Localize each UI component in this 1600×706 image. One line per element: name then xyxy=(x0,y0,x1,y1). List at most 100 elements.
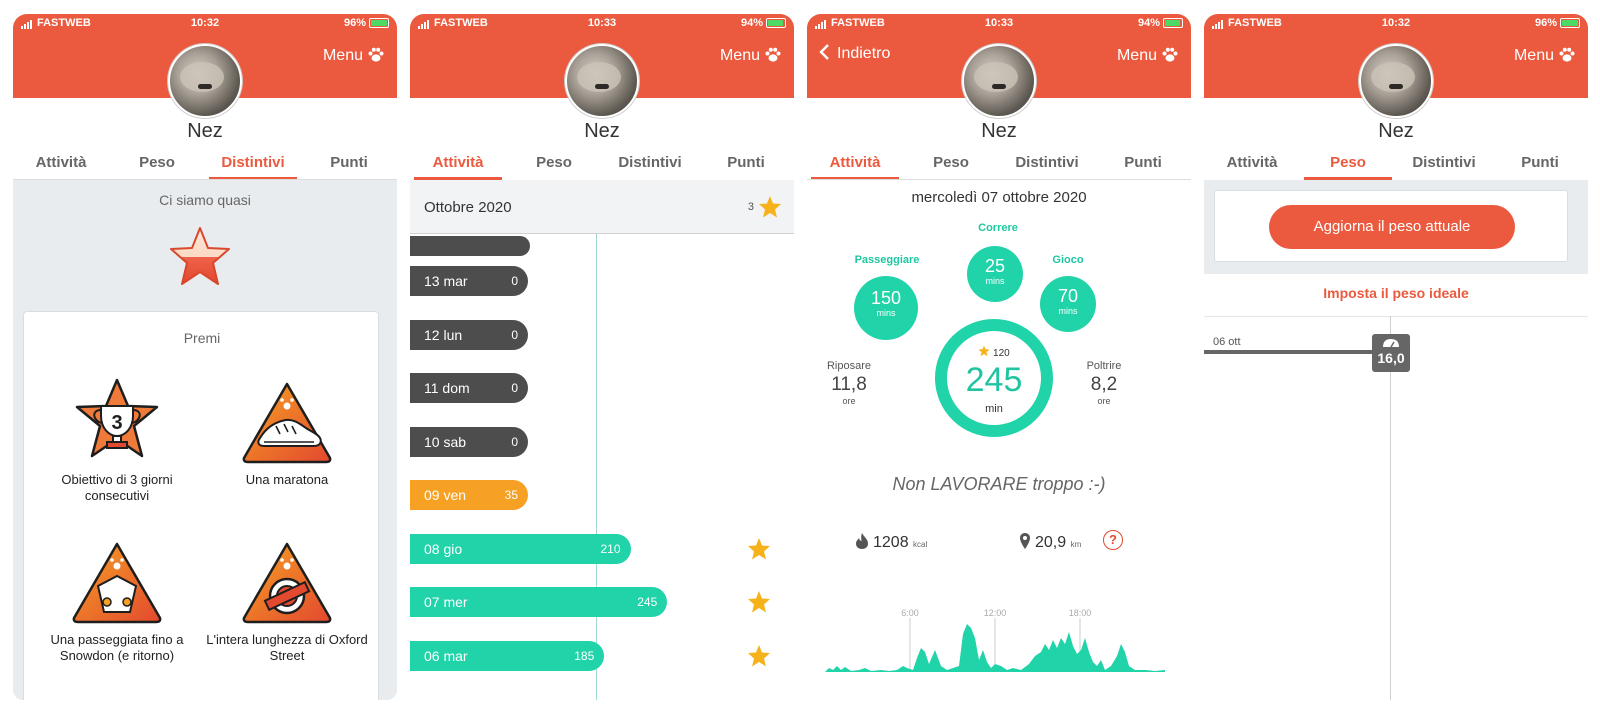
avatar[interactable] xyxy=(962,44,1036,118)
tab-weight[interactable]: Peso xyxy=(139,154,175,171)
badge-oxford-street[interactable]: L'intera lunghezza di Oxford Street xyxy=(202,540,372,664)
tab-activity[interactable]: Attività xyxy=(35,154,87,171)
month-star-count: 3 xyxy=(747,201,754,213)
play-minutes-circle[interactable]: 70 mins xyxy=(1040,276,1096,332)
chart-hour-label: 18:00 xyxy=(1069,608,1092,618)
day-bar[interactable]: 10 sab 0 xyxy=(410,426,528,457)
rest-stat: Riposare 11,8 ore xyxy=(826,360,872,406)
carrier-label: FASTWEB xyxy=(434,17,488,29)
tab-weight[interactable]: Peso xyxy=(933,154,969,171)
day-title: mercoledì 07 ottobre 2020 xyxy=(911,189,1087,206)
day-bar[interactable]: 09 ven 35 xyxy=(410,480,528,510)
badge-three-day-goal[interactable]: 3 Obiettivo di 3 giorni consecutivi xyxy=(32,376,202,504)
walk-minutes-circle[interactable]: 150 mins xyxy=(854,276,918,340)
badge-label: Una passeggiata fino a Snowdon (e ritorn… xyxy=(50,632,184,663)
status-bar: FASTWEB 10:33 94% xyxy=(410,14,794,34)
back-button[interactable]: Indietro xyxy=(819,44,890,63)
total-activity-ring[interactable]: 120 245 min xyxy=(935,319,1053,437)
badge-label: Una maratona xyxy=(245,472,329,487)
badge-label: Obiettivo di 3 giorni consecutivi xyxy=(61,472,173,503)
tab-badges[interactable]: Distintivi xyxy=(221,154,285,171)
tab-badges[interactable]: Distintivi xyxy=(618,154,682,171)
goal-star-icon xyxy=(748,591,770,613)
clock: 10:33 xyxy=(984,17,1014,29)
menu-button[interactable]: Menu xyxy=(720,46,782,65)
battery-icon xyxy=(1560,18,1580,29)
avatar[interactable] xyxy=(565,44,639,118)
trophy-number: 3 xyxy=(111,412,122,434)
distance-stat: 20,9 km xyxy=(1019,532,1081,552)
badges-screen: FASTWEB 10:32 96% Menu Nez Attività Peso… xyxy=(13,14,397,700)
motto-text: Non LAVORARE troppo :-) xyxy=(892,474,1106,494)
tab-activity[interactable]: Attività xyxy=(432,154,484,171)
battery-icon xyxy=(766,18,786,29)
set-ideal-weight-link[interactable]: Imposta il peso ideale xyxy=(1323,285,1469,301)
signal-icon xyxy=(815,17,827,29)
clock: 10:32 xyxy=(190,17,220,29)
flame-icon xyxy=(856,533,868,549)
tab-points[interactable]: Punti xyxy=(1521,154,1559,171)
tab-badges[interactable]: Distintivi xyxy=(1015,154,1079,171)
tab-points[interactable]: Punti xyxy=(727,154,765,171)
day-minutes: 0 xyxy=(511,381,518,395)
battery-percent: 94% xyxy=(740,17,763,29)
day-label: 11 dom xyxy=(424,380,470,396)
paw-icon xyxy=(1559,47,1575,62)
tab-activity[interactable]: Attività xyxy=(829,154,881,171)
badge-marathon[interactable]: Una maratona xyxy=(202,380,372,488)
avatar[interactable] xyxy=(1359,44,1433,118)
tab-weight[interactable]: Peso xyxy=(1330,154,1366,171)
tab-badges[interactable]: Distintivi xyxy=(1412,154,1476,171)
day-minutes: 0 xyxy=(511,327,518,342)
tab-points[interactable]: Punti xyxy=(330,154,368,171)
goal-star-icon xyxy=(748,537,770,559)
day-label: 09 ven xyxy=(424,487,467,503)
tab-points[interactable]: Punti xyxy=(1124,154,1162,171)
carrier-label: FASTWEB xyxy=(37,17,91,29)
star-icon xyxy=(978,345,990,357)
signal-icon xyxy=(1212,17,1224,29)
month-header[interactable]: Ottobre 2020 3 xyxy=(410,180,794,234)
chart-hour-label: 6:00 xyxy=(901,608,919,618)
scale-icon xyxy=(1383,339,1399,348)
tab-activity[interactable]: Attività xyxy=(1226,154,1278,171)
run-minutes-circle[interactable]: 25 mins xyxy=(967,246,1023,302)
weight-entry-badge[interactable]: 16,0 xyxy=(1372,334,1410,372)
day-label: 12 lun xyxy=(424,326,463,343)
play-label: Gioco xyxy=(1052,254,1084,266)
menu-button[interactable]: Menu xyxy=(323,46,385,65)
day-bar[interactable]: 06 mar 185 xyxy=(410,640,605,671)
help-icon[interactable]: ? xyxy=(1103,530,1123,550)
battery-icon xyxy=(369,18,389,29)
day-bar[interactable]: 07 mer 245 xyxy=(410,587,668,617)
prizes-card: Premi 3 Obiettivo di 3 giorni consecutiv… xyxy=(23,311,379,700)
tab-weight[interactable]: Peso xyxy=(536,154,572,171)
day-label: 10 sab xyxy=(424,433,467,450)
day-bar[interactable]: 11 dom 0 xyxy=(410,373,528,403)
running-shoe-icon xyxy=(242,382,332,464)
day-minutes: 0 xyxy=(511,274,518,288)
menu-button[interactable]: Menu xyxy=(1514,46,1576,65)
active-tab-indicator xyxy=(414,177,502,180)
star-icon xyxy=(759,196,781,218)
day-bar[interactable]: 13 mar 0 xyxy=(410,266,528,296)
chart-hour-label: 12:00 xyxy=(984,608,1007,618)
battery-percent: 94% xyxy=(1137,17,1160,29)
menu-button[interactable]: Menu xyxy=(1117,46,1179,65)
day-label: 07 mer xyxy=(424,594,468,610)
update-weight-button[interactable]: Aggiorna il peso attuale xyxy=(1269,205,1515,249)
activity-month-screen: FASTWEB 10:33 94% Menu Nez Attività Peso… xyxy=(410,14,794,700)
active-tab-indicator xyxy=(811,177,899,180)
avatar[interactable] xyxy=(168,44,242,118)
goal-line xyxy=(596,234,597,700)
day-minutes: 0 xyxy=(511,434,518,449)
location-pin-icon xyxy=(1020,533,1030,549)
weight-screen: FASTWEB 10:32 96% Menu Nez Attività Peso… xyxy=(1204,14,1588,700)
day-bar[interactable]: 12 lun 0 xyxy=(410,319,528,350)
carrier-label: FASTWEB xyxy=(1228,17,1282,29)
progress-subtitle: Ci siamo quasi xyxy=(159,192,251,208)
daily-goal: 120 xyxy=(993,348,1010,359)
badge-snowdon[interactable]: Una passeggiata fino a Snowdon (e ritorn… xyxy=(32,540,202,664)
carrier-label: FASTWEB xyxy=(831,17,885,29)
day-bar[interactable]: 08 gio 210 xyxy=(410,533,631,564)
